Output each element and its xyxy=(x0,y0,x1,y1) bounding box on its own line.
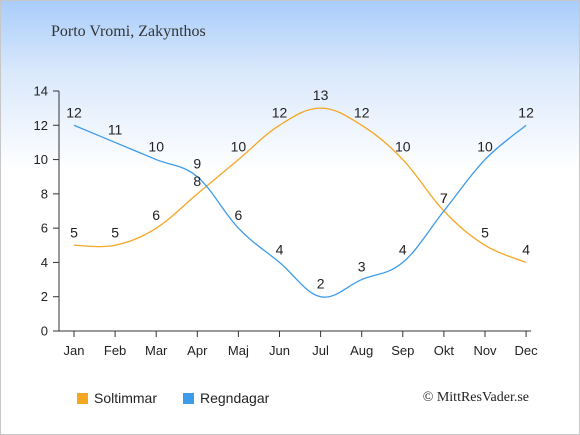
data-label-soltimmar: 10 xyxy=(231,139,247,155)
series-lines xyxy=(73,107,527,298)
series-line-soltimmar xyxy=(73,107,527,264)
axes: 0 2 4 6 8 10 12 14 Jan Feb Mar Apr Maj Jun Jul Aug Sep Ok… xyxy=(34,84,539,359)
legend-label-regndagar: Regndagar xyxy=(200,390,270,406)
data-label-regndagar: 7 xyxy=(440,190,448,206)
data-label-soltimmar: 5 xyxy=(111,224,119,240)
legend-label-soltimmar: Soltimmar xyxy=(94,390,158,406)
credit-text: © MittResVader.se xyxy=(422,390,529,405)
y-tick-label: 10 xyxy=(34,152,48,167)
data-label-regndagar: 12 xyxy=(66,104,82,120)
legend-item-soltimmar: Soltimmar xyxy=(77,390,157,406)
data-label-regndagar: 4 xyxy=(276,241,284,257)
data-label-soltimmar: 8 xyxy=(193,173,201,189)
data-label-soltimmar: 12 xyxy=(272,104,288,120)
x-tick-label: Mar xyxy=(145,343,168,358)
y-tick-label: 8 xyxy=(41,186,48,201)
legend-swatch-soltimmar xyxy=(77,392,88,404)
x-tick-label: Jan xyxy=(64,343,85,358)
x-tick-label: Sep xyxy=(391,343,414,358)
data-label-soltimmar: 12 xyxy=(354,104,370,120)
data-label-soltimmar: 5 xyxy=(481,224,489,240)
legend-swatch-regndagar xyxy=(183,392,194,404)
x-tick-label: Apr xyxy=(187,343,208,358)
x-tick-label: Jul xyxy=(312,343,329,358)
data-label-regndagar: 6 xyxy=(235,207,243,223)
x-tick-label: Okt xyxy=(434,343,455,358)
chart-title: Porto Vromi, Zakynthos xyxy=(51,23,206,40)
data-label-soltimmar: 5 xyxy=(70,224,78,240)
x-tick-label: Maj xyxy=(228,343,249,358)
y-tick-label: 0 xyxy=(41,324,48,339)
data-label-regndagar: 9 xyxy=(193,156,201,172)
data-label-soltimmar: 6 xyxy=(152,207,160,223)
x-tick-label: Nov xyxy=(473,343,497,358)
data-label-regndagar: 10 xyxy=(477,139,493,155)
data-label-regndagar: 11 xyxy=(108,121,123,137)
series-line-regndagar xyxy=(73,124,527,298)
legend-item-regndagar: Regndagar xyxy=(183,390,269,406)
y-tick-label: 14 xyxy=(34,84,48,99)
data-label-regndagar: 12 xyxy=(518,104,534,120)
x-tick-label: Jun xyxy=(269,343,290,358)
y-tick-label: 4 xyxy=(41,255,48,270)
data-label-regndagar: 3 xyxy=(358,259,366,275)
x-tick-label: Dec xyxy=(515,343,539,358)
data-label-soltimmar: 13 xyxy=(313,87,329,103)
data-label-soltimmar: 7 xyxy=(440,190,448,206)
data-label-regndagar: 2 xyxy=(317,276,325,292)
data-label-regndagar: 4 xyxy=(399,241,407,257)
x-tick-label: Feb xyxy=(104,343,126,358)
x-tick-label: Aug xyxy=(350,343,373,358)
y-tick-label: 12 xyxy=(34,118,48,133)
data-label-soltimmar: 4 xyxy=(522,241,530,257)
y-tick-label: 6 xyxy=(41,221,48,236)
data-label-soltimmar: 10 xyxy=(395,139,411,155)
y-tick-label: 2 xyxy=(41,289,48,304)
data-label-regndagar: 10 xyxy=(148,139,164,155)
